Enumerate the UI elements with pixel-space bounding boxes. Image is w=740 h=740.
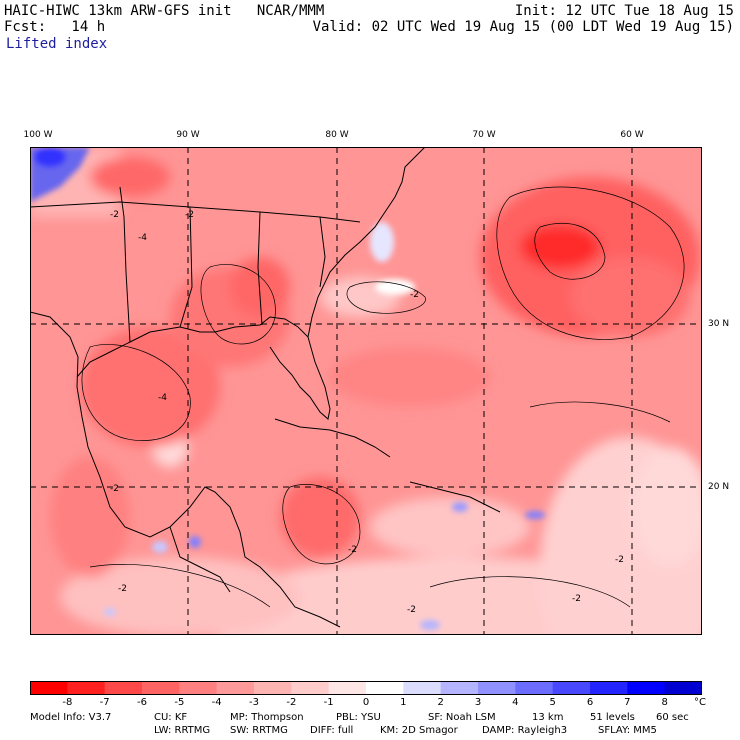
footer-pbl: PBL: YSU (336, 712, 381, 723)
lon-label-70w: 70 W (472, 130, 496, 140)
colorbar-tick-label: -1 (323, 697, 334, 708)
lat-lon-grid (30, 147, 702, 635)
contour-label: -2 (407, 605, 416, 615)
footer-diff: DIFF: full (310, 725, 354, 736)
colorbar-swatch (664, 681, 702, 695)
contour-label: -4 (158, 393, 167, 403)
lat-label-20n: 20 N (708, 482, 730, 492)
colorbar-tick-label: 1 (400, 697, 407, 708)
contour-label: -2 (118, 584, 127, 594)
colorbar-swatch (142, 681, 180, 695)
init-time: Init: 12 UTC Tue 18 Aug 15 (514, 3, 734, 19)
footer-levels: 51 levels (590, 712, 635, 723)
colorbar-swatch (627, 681, 666, 695)
colorbar-swatch (440, 681, 479, 695)
colorbar-swatch (328, 681, 367, 695)
colorbar-swatch (478, 681, 516, 695)
forecast-hour: Fcst: 14 h (4, 19, 106, 35)
contour-label: -2 (410, 290, 419, 300)
contour-label: -2 (615, 555, 624, 565)
contour-label: -2 (110, 210, 119, 220)
colorbar-tick-label: -8 (62, 697, 73, 708)
title-left: HAIC-HIWC 13km ARW-GFS init NCAR/MMM (4, 3, 325, 19)
contour-label: -2 (572, 594, 581, 604)
colorbar-tick-label: 8 (661, 697, 668, 708)
footer-sf: SF: Noah LSM (428, 712, 496, 723)
colorbar-swatch (254, 681, 292, 695)
stable-regions (30, 147, 545, 630)
colorbar-tick-label: 0 (362, 697, 370, 708)
lon-label-60w: 60 W (620, 130, 644, 140)
colorbar-swatch (30, 681, 68, 695)
map-frame (30, 147, 702, 635)
lon-label-80w: 80 W (325, 130, 349, 140)
footer-timestep: 60 sec (656, 712, 689, 723)
footer-sw: SW: RRTMG (230, 725, 288, 736)
colorbar-tick-label: 3 (474, 697, 482, 708)
colorbar-swatch (403, 681, 442, 695)
lon-label-90w: 90 W (176, 130, 200, 140)
contour-label: -2 (185, 210, 194, 220)
contour-label: -2 (348, 545, 357, 555)
colorbar-swatch (216, 681, 255, 695)
colorbar-tick-label: 4 (512, 697, 519, 708)
colorbar-swatch (179, 681, 218, 695)
footer-sflay: SFLAY: MM5 (598, 725, 657, 736)
colorbar-tick-label: 5 (549, 697, 556, 708)
colorbar-tick-label: -7 (99, 697, 110, 708)
colorbar-swatch (366, 681, 404, 695)
colorbar-tick-label: -6 (137, 697, 147, 708)
colorbar-tick-label: -2 (286, 697, 297, 708)
shading-field (30, 147, 702, 635)
colorbar-swatch (104, 681, 143, 695)
colorbar-tick-label: -3 (249, 697, 259, 708)
footer-lw: LW: RRTMG (154, 725, 211, 736)
contour-lines (81, 186, 685, 608)
footer-resolution: 13 km (532, 712, 564, 723)
colorbar-tick-label: 6 (586, 697, 594, 708)
footer-model-info: Model Info: V3.7 (30, 712, 112, 723)
valid-time: Valid: 02 UTC Wed 19 Aug 15 (00 LDT Wed … (312, 19, 734, 35)
colorbar-swatch (67, 681, 106, 695)
colorbar (30, 681, 702, 695)
lon-label-100w: 100 W (23, 130, 53, 140)
footer-damp: DAMP: Rayleigh3 (482, 725, 568, 736)
contour-label: -4 (138, 233, 147, 243)
contour-label: -2 (110, 484, 119, 494)
field-name: Lifted index (6, 36, 108, 52)
colorbar-unit: °C (694, 697, 706, 708)
coastlines (30, 147, 501, 628)
colorbar-frame (30, 681, 702, 695)
colorbar-swatch (552, 681, 591, 695)
colorbar-tick-label: -4 (211, 697, 222, 708)
colorbar-swatch (590, 681, 628, 695)
colorbar-swatch (515, 681, 554, 695)
lat-label-30n: 30 N (708, 319, 730, 329)
colorbar-tick-label: -5 (174, 697, 185, 708)
footer-km: KM: 2D Smagor (380, 725, 458, 736)
colorbar-swatch (291, 681, 330, 695)
colorbar-tick-label: 2 (437, 697, 444, 708)
colorbar-tick-label: 7 (624, 697, 631, 708)
lifted-index-map: -2 -2 -4 -2 -2 -2 -4 -2 -2 -2 -2 (30, 147, 702, 635)
footer-mp: MP: Thompson (230, 712, 304, 723)
footer-cu: CU: KF (154, 712, 188, 723)
